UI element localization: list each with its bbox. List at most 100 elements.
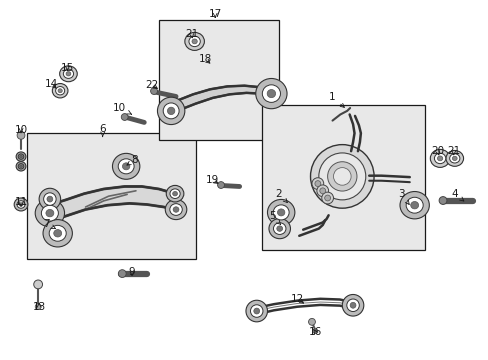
Ellipse shape: [35, 199, 64, 227]
Text: 1: 1: [328, 92, 344, 107]
Ellipse shape: [39, 188, 61, 210]
Circle shape: [319, 188, 325, 194]
Ellipse shape: [122, 163, 130, 170]
Text: 6: 6: [99, 124, 106, 137]
Ellipse shape: [267, 199, 294, 225]
Ellipse shape: [43, 193, 56, 205]
Circle shape: [312, 329, 317, 334]
Ellipse shape: [20, 165, 22, 168]
Text: 10: 10: [15, 125, 27, 135]
Circle shape: [324, 195, 330, 201]
Text: 19: 19: [205, 175, 219, 185]
Ellipse shape: [163, 103, 179, 119]
Text: 22: 22: [144, 80, 158, 90]
Ellipse shape: [46, 210, 54, 217]
Polygon shape: [166, 86, 271, 116]
Text: 17: 17: [208, 9, 222, 19]
Circle shape: [321, 192, 333, 204]
Circle shape: [311, 178, 323, 189]
Ellipse shape: [406, 197, 422, 213]
Text: 20: 20: [430, 146, 443, 156]
Ellipse shape: [52, 84, 68, 98]
Ellipse shape: [445, 150, 463, 166]
Ellipse shape: [253, 308, 259, 314]
Ellipse shape: [56, 86, 64, 95]
Circle shape: [118, 270, 126, 278]
Text: 5: 5: [268, 211, 280, 224]
Circle shape: [217, 181, 224, 189]
Text: 14: 14: [44, 78, 58, 89]
Bar: [159, 20, 278, 140]
Ellipse shape: [43, 220, 72, 247]
Ellipse shape: [437, 156, 442, 161]
Ellipse shape: [16, 152, 26, 161]
Ellipse shape: [266, 90, 275, 98]
Circle shape: [318, 153, 365, 200]
Ellipse shape: [188, 36, 200, 46]
Circle shape: [310, 145, 373, 208]
Ellipse shape: [433, 153, 445, 163]
Text: 15: 15: [61, 63, 74, 73]
Ellipse shape: [41, 205, 58, 221]
Text: 13: 13: [32, 302, 46, 312]
Ellipse shape: [192, 39, 197, 44]
Bar: [261, 105, 425, 250]
Text: 21: 21: [446, 146, 460, 156]
Ellipse shape: [273, 223, 285, 234]
Ellipse shape: [172, 192, 177, 196]
Text: 7: 7: [43, 219, 55, 229]
Ellipse shape: [169, 204, 182, 215]
Circle shape: [314, 181, 320, 186]
Ellipse shape: [58, 89, 62, 93]
Ellipse shape: [276, 226, 282, 231]
Ellipse shape: [157, 97, 184, 125]
Ellipse shape: [66, 72, 71, 76]
Ellipse shape: [60, 66, 77, 82]
Ellipse shape: [20, 155, 22, 158]
Circle shape: [438, 197, 446, 204]
Ellipse shape: [399, 192, 428, 219]
Circle shape: [150, 87, 157, 95]
Ellipse shape: [410, 202, 418, 209]
Ellipse shape: [166, 185, 183, 202]
Text: 3: 3: [397, 189, 408, 204]
Ellipse shape: [17, 201, 25, 208]
Text: 21: 21: [184, 29, 198, 39]
Circle shape: [308, 318, 315, 325]
Ellipse shape: [277, 209, 285, 216]
Text: 9: 9: [128, 267, 135, 277]
Ellipse shape: [250, 305, 263, 317]
Ellipse shape: [346, 299, 359, 311]
Text: 12: 12: [290, 294, 304, 304]
Ellipse shape: [18, 154, 24, 159]
Ellipse shape: [118, 159, 134, 174]
Bar: [27, 133, 195, 259]
Ellipse shape: [349, 302, 355, 308]
Text: 18: 18: [198, 54, 212, 64]
Ellipse shape: [19, 203, 23, 206]
Circle shape: [327, 162, 356, 191]
Ellipse shape: [245, 300, 267, 322]
Ellipse shape: [173, 207, 179, 212]
Ellipse shape: [63, 69, 73, 78]
Ellipse shape: [165, 199, 186, 220]
Text: 10: 10: [113, 103, 131, 114]
Ellipse shape: [184, 32, 204, 50]
Text: 16: 16: [308, 327, 322, 337]
Ellipse shape: [255, 78, 286, 109]
Circle shape: [35, 304, 41, 310]
Circle shape: [17, 131, 25, 139]
Ellipse shape: [273, 205, 288, 220]
Circle shape: [34, 280, 42, 289]
Circle shape: [333, 168, 350, 185]
Ellipse shape: [14, 198, 28, 211]
Ellipse shape: [49, 225, 66, 241]
Circle shape: [316, 185, 328, 197]
Ellipse shape: [342, 294, 363, 316]
Polygon shape: [49, 186, 178, 221]
Text: 11: 11: [14, 197, 28, 207]
Ellipse shape: [429, 149, 449, 167]
Text: 8: 8: [127, 155, 138, 165]
Text: 2: 2: [275, 189, 287, 203]
Ellipse shape: [268, 219, 290, 239]
